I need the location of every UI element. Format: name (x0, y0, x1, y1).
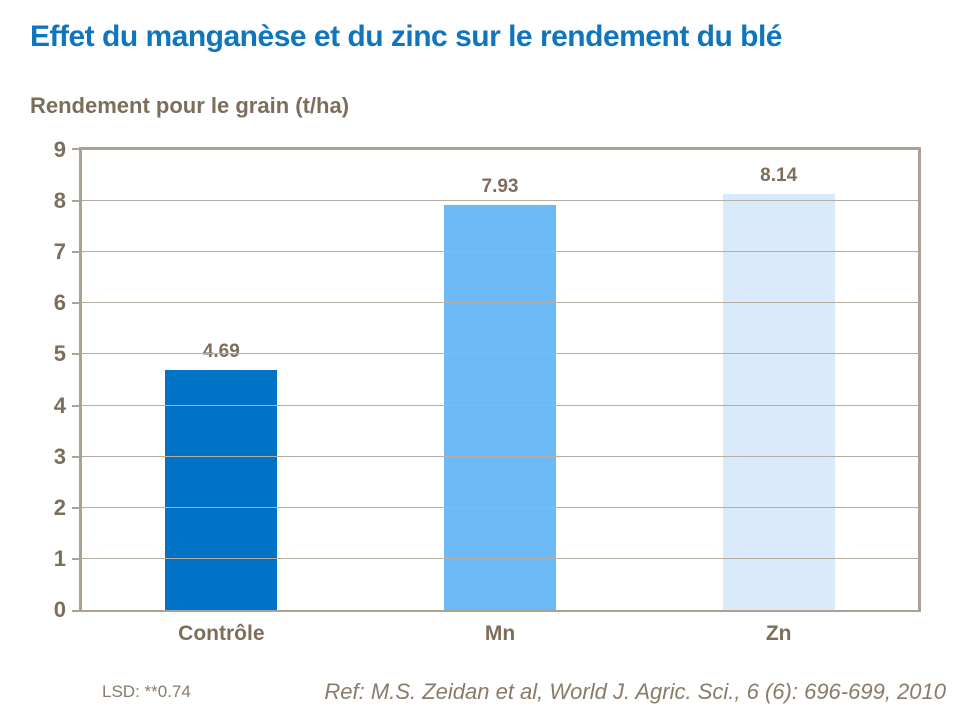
bar-slot: 7.93 (361, 150, 640, 610)
y-axis-tick-label: 8 (53, 188, 66, 214)
x-category-label: Zn (765, 622, 792, 645)
gridline (82, 404, 918, 406)
y-axis-tick (72, 610, 82, 612)
y-axis-tick (72, 302, 82, 305)
bars-layer: 4.69 7.93 8.14 (82, 150, 918, 610)
y-axis-tick (72, 557, 82, 560)
gridline (82, 200, 918, 202)
y-axis-tick (72, 353, 82, 356)
y-axis-tick-label: 1 (53, 545, 66, 571)
page-title: Effet du manganèse et du zinc sur le ren… (30, 20, 782, 53)
y-axis-tick-label: 4 (53, 392, 66, 418)
gridline (82, 557, 918, 559)
bar-slot: 4.69 (82, 150, 361, 610)
y-axis-title: Rendement pour le grain (t/ha) (30, 93, 350, 118)
lsd-annotation: LSD: **0.74 (102, 682, 191, 701)
x-category-label: Contrôle (178, 622, 265, 645)
y-axis-tick-label: 7 (53, 239, 66, 265)
gridline (82, 302, 918, 304)
bar-value-label: 8.14 (760, 164, 798, 186)
y-axis-tick-label: 2 (53, 494, 66, 520)
bar-value-label: 7.93 (481, 175, 519, 197)
gridline (82, 506, 918, 508)
y-axis-tick-label: 9 (53, 137, 66, 162)
bar-slot: 8.14 (639, 150, 918, 610)
y-axis-tick-label: 5 (53, 341, 66, 367)
gridline (82, 251, 918, 253)
gridline (82, 353, 918, 355)
x-axis-labels: Contrôle Mn Zn (82, 622, 918, 646)
bar-mn: 7.93 (444, 177, 556, 610)
bar-zn: 8.14 (722, 166, 835, 610)
bar-contr-le: 4.69 (165, 342, 278, 610)
plot-area: 4.69 7.93 8.14 0 1 2 3 4 5 6 7 8 9 (54, 139, 921, 621)
x-category-label: Mn (484, 622, 516, 645)
y-axis-tick-label: 0 (53, 597, 66, 622)
y-axis-tick (72, 455, 82, 458)
y-axis-tick-label: 6 (53, 290, 66, 316)
reference-annotation: Ref: M.S. Zeidan et al, World J. Agric. … (324, 679, 946, 704)
y-axis-tick (72, 506, 82, 509)
y-axis-tick (72, 404, 82, 407)
gridline (82, 455, 918, 457)
bar-value-label: 4.69 (202, 341, 240, 363)
y-axis-tick (72, 200, 82, 203)
y-axis-tick (72, 251, 82, 254)
y-axis-tick (72, 148, 82, 150)
y-axis-tick-label: 3 (53, 443, 66, 469)
